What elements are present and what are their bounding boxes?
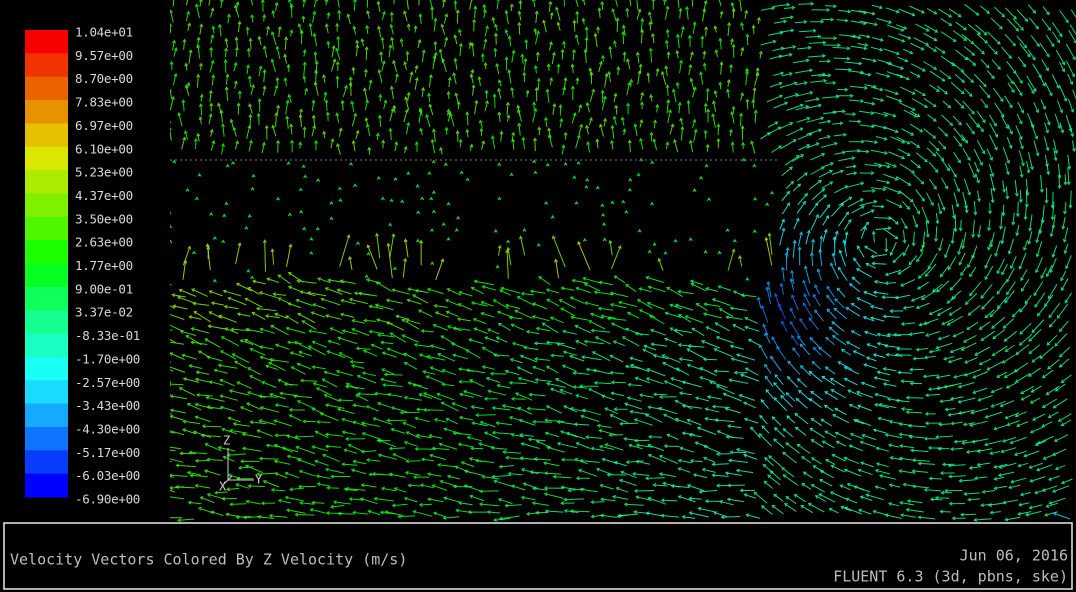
legend-label: 3.37e-02 bbox=[75, 305, 133, 320]
legend-label: -3.43e+00 bbox=[75, 398, 140, 413]
legend-swatch bbox=[25, 380, 68, 404]
legend-swatch bbox=[25, 334, 68, 358]
legend-label: -1.70e+00 bbox=[75, 351, 140, 366]
legend-label: 1.77e+00 bbox=[75, 258, 133, 273]
legend-swatch bbox=[25, 357, 68, 381]
legend-label: 2.63e+00 bbox=[75, 235, 133, 250]
legend-label: 9.00e-01 bbox=[75, 281, 133, 296]
legend-swatch bbox=[25, 193, 68, 217]
legend-label: 6.97e+00 bbox=[75, 118, 133, 133]
legend-label: -8.33e-01 bbox=[75, 328, 140, 343]
legend-label: -6.90e+00 bbox=[75, 492, 140, 507]
legend-label: 6.10e+00 bbox=[75, 141, 133, 156]
legend-label: 8.70e+00 bbox=[75, 71, 133, 86]
legend-label: -5.17e+00 bbox=[75, 445, 140, 460]
legend-swatch bbox=[25, 264, 68, 288]
legend-label: 9.57e+00 bbox=[75, 48, 133, 63]
x-label: X bbox=[219, 480, 227, 494]
footer-date: Jun 06, 2016 bbox=[960, 547, 1068, 565]
legend-label: -2.57e+00 bbox=[75, 375, 140, 390]
legend-label: -6.03e+00 bbox=[75, 468, 140, 483]
fluent-window: 1.04e+01 9.57e+00 8.70e+00 7.83e+00 6.97e+00… bbox=[0, 0, 1076, 592]
legend-swatch bbox=[25, 404, 68, 428]
legend-swatch bbox=[25, 100, 68, 124]
legend-swatch bbox=[25, 287, 68, 311]
page: 1.04e+01 9.57e+00 8.70e+00 7.83e+00 6.97e+00… bbox=[0, 0, 1076, 592]
legend-label: 7.83e+00 bbox=[75, 95, 133, 110]
legend-swatch bbox=[25, 427, 68, 451]
legend-swatch bbox=[25, 53, 68, 77]
legend-label: 1.04e+01 bbox=[75, 25, 133, 40]
legend-swatch bbox=[25, 147, 68, 171]
color-legend: 1.04e+01 9.57e+00 8.70e+00 7.83e+00 6.97e+00… bbox=[0, 0, 170, 520]
legend-swatch bbox=[25, 30, 68, 54]
footer-version: FLUENT 6.3 (3d, pbns, ske) bbox=[833, 568, 1068, 586]
legend-swatch bbox=[25, 450, 68, 474]
legend-label: 5.23e+00 bbox=[75, 165, 133, 180]
legend-swatch bbox=[25, 77, 68, 101]
legend-swatch bbox=[25, 240, 68, 264]
y-label: Y bbox=[255, 473, 263, 487]
legend-swatch bbox=[25, 217, 68, 241]
legend-swatch bbox=[25, 474, 68, 498]
legend-swatch bbox=[25, 310, 68, 334]
legend-label: -4.30e+00 bbox=[75, 421, 140, 436]
legend-swatch bbox=[25, 170, 68, 194]
legend-label: 3.50e+00 bbox=[75, 211, 133, 226]
z-label: Z bbox=[223, 434, 230, 448]
legend-swatch bbox=[25, 123, 68, 147]
footer-title: Velocity Vectors Colored By Z Velocity (… bbox=[10, 551, 407, 569]
legend-label: 4.37e+00 bbox=[75, 188, 133, 203]
